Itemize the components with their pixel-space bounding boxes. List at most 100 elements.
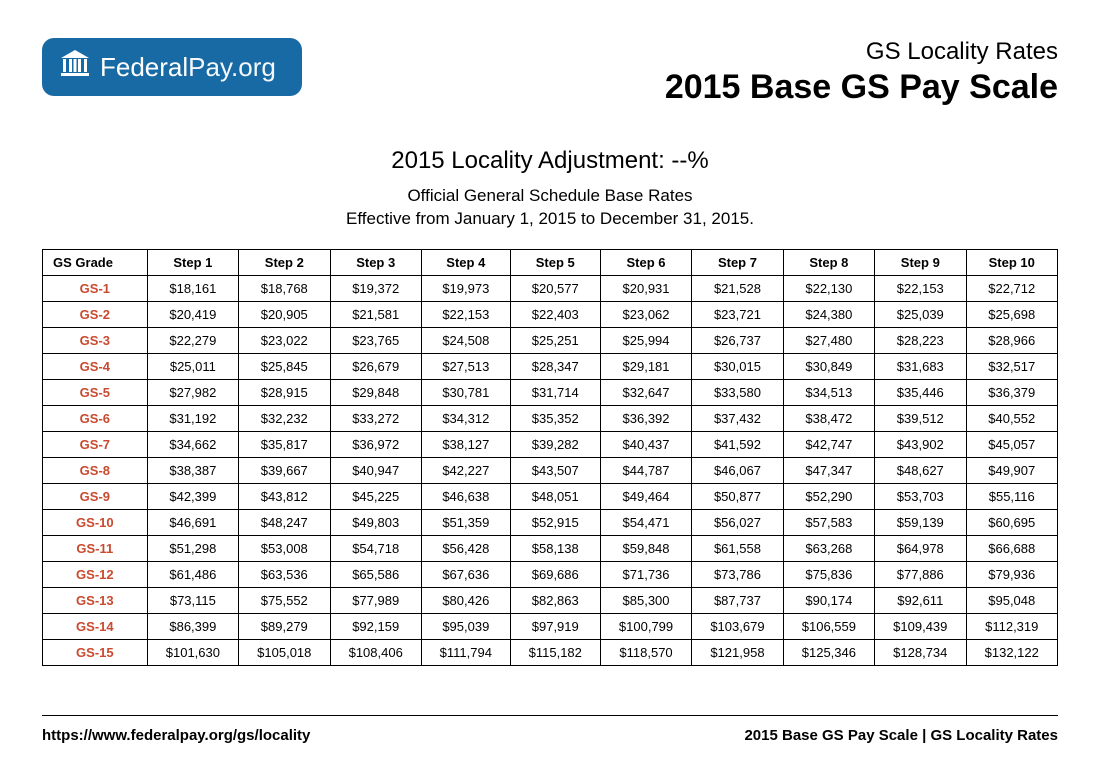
- value-cell: $111,794: [421, 639, 510, 665]
- table-row: GS-13$73,115$75,552$77,989$80,426$82,863…: [43, 587, 1058, 613]
- value-cell: $108,406: [330, 639, 421, 665]
- subtitle-block: 2015 Locality Adjustment: --% Official G…: [42, 147, 1058, 231]
- grade-cell: GS-3: [43, 327, 148, 353]
- value-cell: $52,915: [510, 509, 600, 535]
- value-cell: $24,380: [783, 301, 874, 327]
- value-cell: $65,586: [330, 561, 421, 587]
- value-cell: $77,989: [330, 587, 421, 613]
- value-cell: $47,347: [783, 457, 874, 483]
- value-cell: $28,223: [875, 327, 966, 353]
- value-cell: $101,630: [147, 639, 238, 665]
- grade-cell: GS-4: [43, 353, 148, 379]
- grade-cell: GS-11: [43, 535, 148, 561]
- value-cell: $30,015: [692, 353, 783, 379]
- value-cell: $20,577: [510, 275, 600, 301]
- value-cell: $100,799: [600, 613, 691, 639]
- grade-cell: GS-7: [43, 431, 148, 457]
- value-cell: $25,011: [147, 353, 238, 379]
- value-cell: $33,580: [692, 379, 783, 405]
- value-cell: $49,907: [966, 457, 1058, 483]
- value-cell: $31,192: [147, 405, 238, 431]
- value-cell: $32,232: [239, 405, 330, 431]
- title-block: GS Locality Rates 2015 Base GS Pay Scale: [665, 38, 1058, 107]
- grade-cell: GS-14: [43, 613, 148, 639]
- table-row: GS-8$38,387$39,667$40,947$42,227$43,507$…: [43, 457, 1058, 483]
- value-cell: $109,439: [875, 613, 966, 639]
- value-cell: $18,768: [239, 275, 330, 301]
- table-row: GS-3$22,279$23,022$23,765$24,508$25,251$…: [43, 327, 1058, 353]
- value-cell: $44,787: [600, 457, 691, 483]
- value-cell: $75,836: [783, 561, 874, 587]
- value-cell: $55,116: [966, 483, 1058, 509]
- value-cell: $121,958: [692, 639, 783, 665]
- value-cell: $45,057: [966, 431, 1058, 457]
- value-cell: $31,714: [510, 379, 600, 405]
- value-cell: $49,803: [330, 509, 421, 535]
- table-row: GS-11$51,298$53,008$54,718$56,428$58,138…: [43, 535, 1058, 561]
- value-cell: $43,812: [239, 483, 330, 509]
- logo-badge: FederalPay.org: [42, 38, 302, 96]
- logo-text: FederalPay.org: [100, 52, 276, 83]
- table-row: GS-12$61,486$63,536$65,586$67,636$69,686…: [43, 561, 1058, 587]
- table-row: GS-14$86,399$89,279$92,159$95,039$97,919…: [43, 613, 1058, 639]
- value-cell: $35,817: [239, 431, 330, 457]
- value-cell: $50,877: [692, 483, 783, 509]
- value-cell: $42,227: [421, 457, 510, 483]
- value-cell: $21,528: [692, 275, 783, 301]
- building-icon: [60, 50, 100, 85]
- value-cell: $22,153: [875, 275, 966, 301]
- table-body: GS-1$18,161$18,768$19,372$19,973$20,577$…: [43, 275, 1058, 665]
- table-header-cell: Step 4: [421, 249, 510, 275]
- value-cell: $54,718: [330, 535, 421, 561]
- table-row: GS-1$18,161$18,768$19,372$19,973$20,577$…: [43, 275, 1058, 301]
- table-header-cell: Step 1: [147, 249, 238, 275]
- value-cell: $87,737: [692, 587, 783, 613]
- title-big: 2015 Base GS Pay Scale: [665, 68, 1058, 107]
- value-cell: $27,513: [421, 353, 510, 379]
- value-cell: $43,507: [510, 457, 600, 483]
- value-cell: $39,667: [239, 457, 330, 483]
- grade-cell: GS-2: [43, 301, 148, 327]
- subtitle-line2: Effective from January 1, 2015 to Decemb…: [42, 208, 1058, 231]
- value-cell: $25,698: [966, 301, 1058, 327]
- title-small: GS Locality Rates: [665, 38, 1058, 66]
- value-cell: $48,051: [510, 483, 600, 509]
- value-cell: $40,552: [966, 405, 1058, 431]
- value-cell: $25,039: [875, 301, 966, 327]
- value-cell: $20,419: [147, 301, 238, 327]
- value-cell: $26,679: [330, 353, 421, 379]
- value-cell: $115,182: [510, 639, 600, 665]
- value-cell: $36,972: [330, 431, 421, 457]
- value-cell: $59,139: [875, 509, 966, 535]
- value-cell: $33,272: [330, 405, 421, 431]
- grade-cell: GS-6: [43, 405, 148, 431]
- value-cell: $22,712: [966, 275, 1058, 301]
- table-row: GS-6$31,192$32,232$33,272$34,312$35,352$…: [43, 405, 1058, 431]
- value-cell: $38,127: [421, 431, 510, 457]
- value-cell: $37,432: [692, 405, 783, 431]
- value-cell: $95,048: [966, 587, 1058, 613]
- value-cell: $34,662: [147, 431, 238, 457]
- footer-url: https://www.federalpay.org/gs/locality: [42, 727, 310, 744]
- value-cell: $69,686: [510, 561, 600, 587]
- value-cell: $28,347: [510, 353, 600, 379]
- value-cell: $112,319: [966, 613, 1058, 639]
- value-cell: $71,736: [600, 561, 691, 587]
- value-cell: $86,399: [147, 613, 238, 639]
- value-cell: $63,268: [783, 535, 874, 561]
- value-cell: $32,647: [600, 379, 691, 405]
- table-row: GS-9$42,399$43,812$45,225$46,638$48,051$…: [43, 483, 1058, 509]
- value-cell: $48,627: [875, 457, 966, 483]
- value-cell: $51,359: [421, 509, 510, 535]
- value-cell: $61,558: [692, 535, 783, 561]
- value-cell: $28,966: [966, 327, 1058, 353]
- value-cell: $49,464: [600, 483, 691, 509]
- value-cell: $73,115: [147, 587, 238, 613]
- value-cell: $40,947: [330, 457, 421, 483]
- value-cell: $38,472: [783, 405, 874, 431]
- value-cell: $92,611: [875, 587, 966, 613]
- table-header-cell: Step 7: [692, 249, 783, 275]
- value-cell: $118,570: [600, 639, 691, 665]
- value-cell: $20,931: [600, 275, 691, 301]
- value-cell: $51,298: [147, 535, 238, 561]
